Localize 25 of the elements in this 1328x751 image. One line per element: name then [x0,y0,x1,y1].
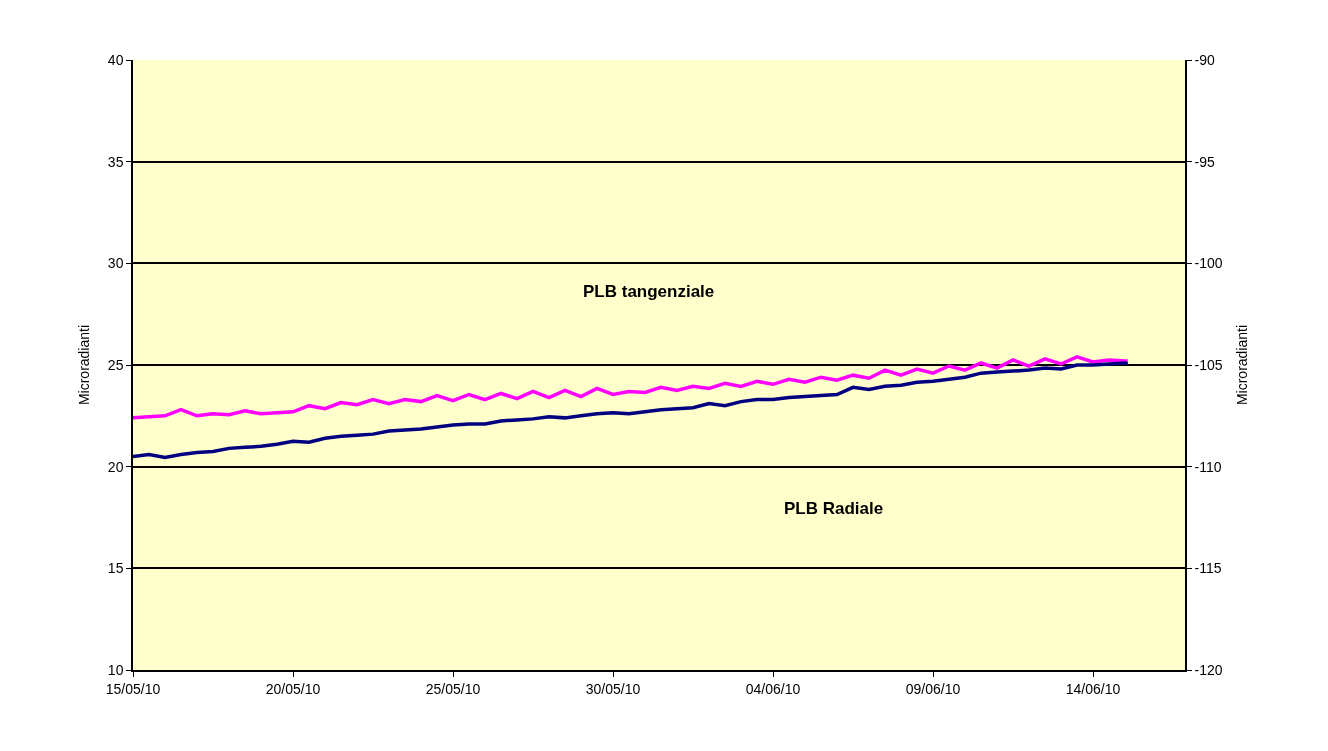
x-tick-label: 25/05/10 [425,680,481,697]
y2-tick-label: -110 [1194,458,1222,475]
y2-tick-label: -90 [1194,51,1215,68]
y-tick-label: 40 [107,51,124,68]
y2-tick-label: -120 [1194,661,1223,678]
annotation: PLB tangenziale [583,282,715,301]
y2-tick-label: -115 [1194,560,1222,577]
y2-axis-title: Microradianti [1233,324,1250,406]
x-tick-label: 09/06/10 [905,680,961,697]
x-tick-label: 04/06/10 [745,680,801,697]
y-tick-label: 30 [107,255,124,272]
annotation: PLB Radiale [784,499,884,518]
y2-tick-label: -105 [1194,356,1223,373]
x-tick-label: 15/05/10 [105,680,161,697]
y-axis-title: Microradianti [75,324,92,406]
x-tick-label: 20/05/10 [265,680,321,697]
y2-tick-label: -95 [1194,153,1215,170]
x-tick-label: 14/06/10 [1065,680,1121,697]
y-tick-label: 10 [107,661,124,678]
x-tick-label: 30/05/10 [585,680,641,697]
y-tick-label: 35 [107,153,124,170]
y-tick-label: 25 [107,356,124,373]
y-tick-label: 15 [107,560,124,577]
y-tick-label: 20 [107,458,124,475]
y2-tick-label: -100 [1194,255,1223,272]
